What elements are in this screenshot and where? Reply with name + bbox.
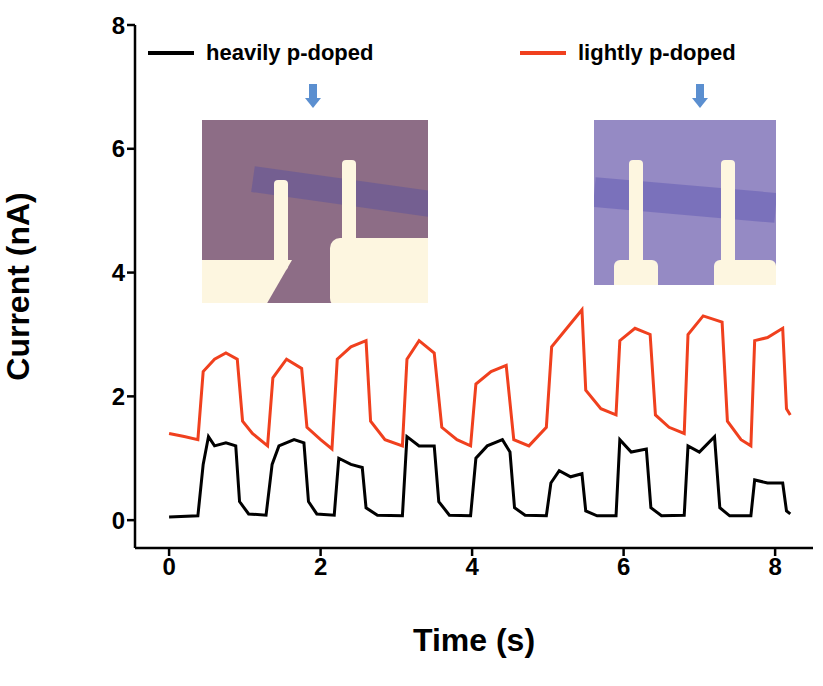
svg-text:8: 8 xyxy=(768,553,781,580)
svg-text:4: 4 xyxy=(465,553,479,580)
svg-text:0: 0 xyxy=(112,507,125,534)
svg-text:6: 6 xyxy=(112,135,125,162)
svg-text:0: 0 xyxy=(162,553,175,580)
svg-text:Current (nA): Current (nA) xyxy=(0,192,36,380)
svg-text:2: 2 xyxy=(112,383,125,410)
svg-text:6: 6 xyxy=(617,553,630,580)
html-text:lightly p-doped: lightly p-doped xyxy=(578,40,736,65)
svg-text:4: 4 xyxy=(112,259,126,286)
svg-text:8: 8 xyxy=(112,12,125,39)
svg-text:2: 2 xyxy=(314,553,327,580)
svg-text:Time (s): Time (s) xyxy=(413,622,535,658)
html-text:heavily p-doped: heavily p-doped xyxy=(206,40,374,65)
